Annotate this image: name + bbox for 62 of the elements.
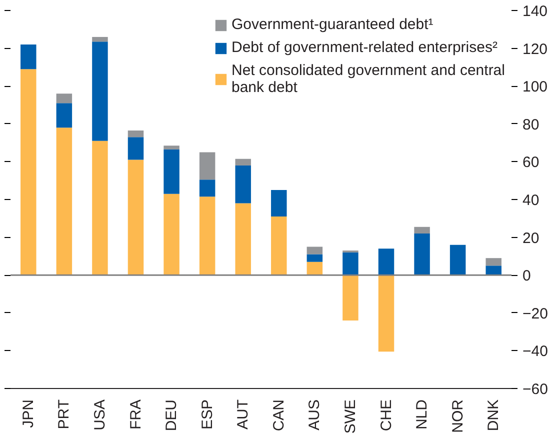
y-tick-label: 60 — [522, 154, 540, 172]
bar — [164, 194, 180, 276]
bar — [378, 248, 394, 276]
bar — [92, 36, 108, 42]
x-tick-label: ESP — [198, 400, 216, 430]
legend-label: Net consolidated government and central bank debt — [231, 62, 505, 96]
bar — [378, 275, 394, 352]
bar — [199, 196, 216, 276]
bar — [306, 262, 323, 276]
x-tick-label: PRT — [56, 399, 73, 430]
x-tick-label: USA — [91, 400, 108, 430]
y-tick-label: −20 — [522, 305, 548, 322]
bar — [199, 152, 216, 180]
x-tick-label: JPN — [20, 399, 37, 428]
bar — [271, 190, 287, 217]
bar — [20, 69, 36, 276]
x-tick-label: NLD — [414, 399, 431, 430]
bar — [20, 44, 36, 70]
x-tick-label: DNK — [485, 400, 502, 432]
bar — [306, 246, 323, 254]
x-tick-label: AUT — [234, 400, 252, 430]
bar — [306, 254, 323, 262]
bar — [486, 266, 502, 276]
bar — [486, 258, 502, 266]
bar — [235, 158, 251, 166]
x-tick-label: FRA — [127, 400, 144, 430]
bar — [342, 275, 358, 320]
x-tick-label: DEU — [163, 400, 180, 432]
bar — [235, 165, 251, 204]
x-tick-label: CHE — [378, 400, 395, 432]
y-tick-label: 100 — [522, 78, 548, 96]
bar — [92, 42, 108, 141]
bar — [164, 146, 180, 150]
bar — [414, 234, 430, 276]
bar — [414, 226, 430, 234]
x-tick-label: NOR — [449, 399, 466, 433]
y-tick-label: 120 — [522, 40, 548, 58]
bar — [56, 128, 72, 276]
bar — [450, 244, 466, 276]
bar — [342, 252, 358, 276]
bar — [128, 160, 144, 276]
x-tick-label: AUS — [306, 400, 324, 430]
bar — [271, 216, 287, 276]
bar — [199, 180, 216, 197]
y-tick-label: 140 — [522, 3, 548, 20]
y-tick-label: 40 — [522, 192, 540, 209]
y-tick-label: 0 — [522, 268, 531, 285]
bar — [56, 103, 72, 128]
legend-label: Government-guaranteed debt¹ — [231, 16, 434, 33]
bar — [92, 140, 108, 276]
legend-label: Debt of government-related enterprises² — [231, 39, 498, 56]
bar — [164, 149, 180, 194]
y-tick-label: −40 — [522, 343, 548, 360]
bar — [235, 203, 251, 276]
y-tick-label: 80 — [522, 116, 540, 134]
y-tick-label: 20 — [522, 230, 540, 247]
bar — [56, 94, 72, 104]
bar — [128, 137, 144, 160]
x-tick-label: CAN — [270, 400, 288, 432]
x-tick-label: SWE — [342, 399, 359, 434]
bar — [128, 130, 144, 138]
y-tick-label: −60 — [522, 381, 548, 398]
